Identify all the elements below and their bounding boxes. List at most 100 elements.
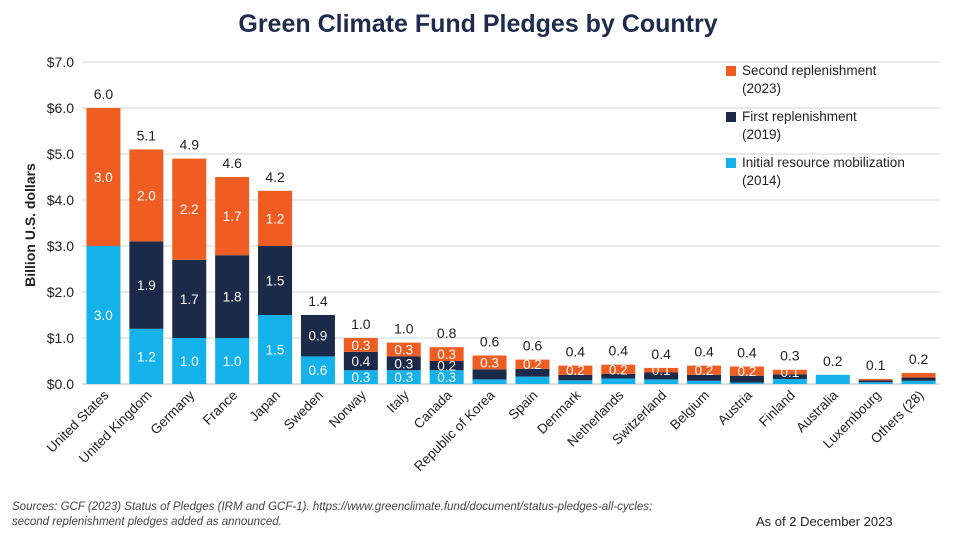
bar-initial-segment <box>215 338 250 384</box>
bar-total-label: 1.4 <box>308 293 328 309</box>
bar-first-replenishment-segment <box>172 259 207 338</box>
bar-total-label: 0.4 <box>694 344 714 360</box>
x-tick-label: Japan <box>247 388 284 425</box>
segment-value-label: 0.3 <box>437 370 456 385</box>
x-tick-label: Norway <box>326 387 369 430</box>
bar-first-replenishment-segment <box>472 369 507 380</box>
bar-initial-segment <box>815 374 850 384</box>
bar-total-label: 0.2 <box>823 353 843 369</box>
bar-second-replenishment-segment <box>858 378 893 381</box>
bar-second-replenishment-segment <box>644 367 679 373</box>
bar-second-replenishment-segment <box>558 365 593 375</box>
bar-second-replenishment-segment <box>687 365 722 375</box>
bar-second-replenishment-segment <box>601 364 636 374</box>
bar-first-replenishment-segment <box>343 351 378 371</box>
legend-item-first-replenishment: First replenishment (2019) <box>726 108 954 144</box>
bar-first-replenishment-segment <box>300 315 335 357</box>
y-tick-label: $6.0 <box>47 100 74 116</box>
legend-swatch <box>726 158 736 168</box>
bar-total-label: 0.1 <box>866 357 886 373</box>
source-line-1: Sources: GCF (2023) Status of Pledges (I… <box>12 501 653 513</box>
bar-second-replenishment-segment <box>172 158 207 260</box>
segment-value-label: 1.2 <box>137 349 156 364</box>
segment-value-label: 0.1 <box>652 363 671 378</box>
bar-initial-segment <box>644 379 679 384</box>
bar-initial-segment <box>343 370 378 384</box>
legend-label-year: (2014) <box>742 173 782 188</box>
segment-value-label: 0.3 <box>351 370 370 385</box>
bar-total-label: 5.1 <box>137 127 157 143</box>
bar-initial-segment <box>901 380 936 384</box>
y-tick-label: $2.0 <box>47 284 74 300</box>
segment-value-label: 3.0 <box>94 308 113 323</box>
bar-second-replenishment-segment <box>129 149 164 242</box>
bar-total-label: 0.4 <box>609 343 629 359</box>
segment-value-label: 1.2 <box>266 211 285 226</box>
x-tick-label: Italy <box>384 387 412 415</box>
legend-swatch <box>726 112 736 122</box>
legend-swatch <box>726 66 736 76</box>
bar-initial-segment <box>300 356 335 384</box>
bar-second-replenishment-segment <box>429 347 464 361</box>
legend-label: First replenishment <box>742 109 857 124</box>
bar-initial-segment <box>472 379 507 384</box>
bar-initial-segment <box>772 378 807 384</box>
legend-label: Second replenishment <box>742 63 877 78</box>
y-axis-label: Billion U.S. dollars <box>22 163 38 287</box>
segment-value-label: 0.3 <box>480 355 499 370</box>
bar-initial-segment <box>515 376 550 384</box>
bar-initial-segment <box>172 338 207 384</box>
segment-value-label: 2.2 <box>180 202 199 217</box>
legend-item-second-replenishment: Second replenishment (2023) <box>726 62 954 98</box>
bar-initial-segment <box>429 370 464 384</box>
bar-first-replenishment-segment <box>901 377 936 381</box>
x-tick-label: Belgium <box>667 388 712 433</box>
bars: 3.0 3.0 6.0 1.2 1.9 2.0 5.1 1.0 1.7 2.2 4.9 1.0 1.8 1… <box>86 86 936 385</box>
bar-total-label: 0.6 <box>523 338 543 354</box>
segment-value-label: 0.4 <box>351 354 370 369</box>
x-tick-label: Austria <box>715 387 756 428</box>
bar-total-label: 0.6 <box>480 333 500 349</box>
y-axis-ticks: $0.0 $1.0 $2.0 $3.0 $4.0 $5.0 $6.0 $7.0 <box>47 54 74 392</box>
segment-value-label: 1.7 <box>180 292 199 307</box>
x-tick-label: Sweden <box>281 388 326 433</box>
segment-value-label: 0.2 <box>437 359 456 374</box>
bar-first-replenishment-segment <box>687 374 722 381</box>
bar-second-replenishment-segment <box>729 366 764 376</box>
legend: Second replenishment (2023) First replen… <box>726 62 954 200</box>
segment-value-label: 0.2 <box>566 363 585 378</box>
bar-total-label: 0.8 <box>437 325 457 341</box>
bar-initial-segment <box>129 328 164 384</box>
bar-first-replenishment-segment <box>644 372 679 380</box>
bar-total-label: 0.4 <box>651 346 671 362</box>
bar-first-replenishment-segment <box>858 380 893 383</box>
bar-first-replenishment-segment <box>515 368 550 377</box>
legend-label: Initial resource mobilization <box>742 155 905 170</box>
bar-total-label: 0.4 <box>737 345 757 361</box>
y-tick-label: $7.0 <box>47 54 74 70</box>
bar-second-replenishment-segment <box>343 338 378 352</box>
segment-value-label: 0.9 <box>309 329 328 344</box>
y-tick-label: $1.0 <box>47 330 74 346</box>
bar-total-label: 4.2 <box>265 169 285 185</box>
legend-label-year: (2023) <box>742 81 782 96</box>
bar-initial-segment <box>86 246 121 384</box>
segment-value-label: 2.0 <box>137 188 156 203</box>
segment-value-label: 0.1 <box>780 365 799 380</box>
bar-first-replenishment-segment <box>129 241 164 329</box>
legend-item-initial-mobilization: Initial resource mobilization (2014) <box>726 154 954 190</box>
source-line-2: second replenishment pledges added as an… <box>12 516 282 528</box>
segment-value-label: 1.7 <box>223 209 242 224</box>
bar-total-label: 1.0 <box>351 316 371 332</box>
bar-first-replenishment-segment <box>772 374 807 379</box>
bar-total-label: 0.3 <box>780 348 800 364</box>
segment-value-label: 0.2 <box>738 364 757 379</box>
segment-value-label: 1.5 <box>266 274 285 289</box>
x-tick-label: Republic of Korea <box>411 387 498 474</box>
x-tick-label: Spain <box>506 388 541 423</box>
bar-initial-segment <box>258 315 293 384</box>
source-note: Sources: GCF (2023) Status of Pledges (I… <box>12 500 772 530</box>
bar-initial-segment <box>687 380 722 384</box>
segment-value-label: 0.2 <box>609 362 628 377</box>
